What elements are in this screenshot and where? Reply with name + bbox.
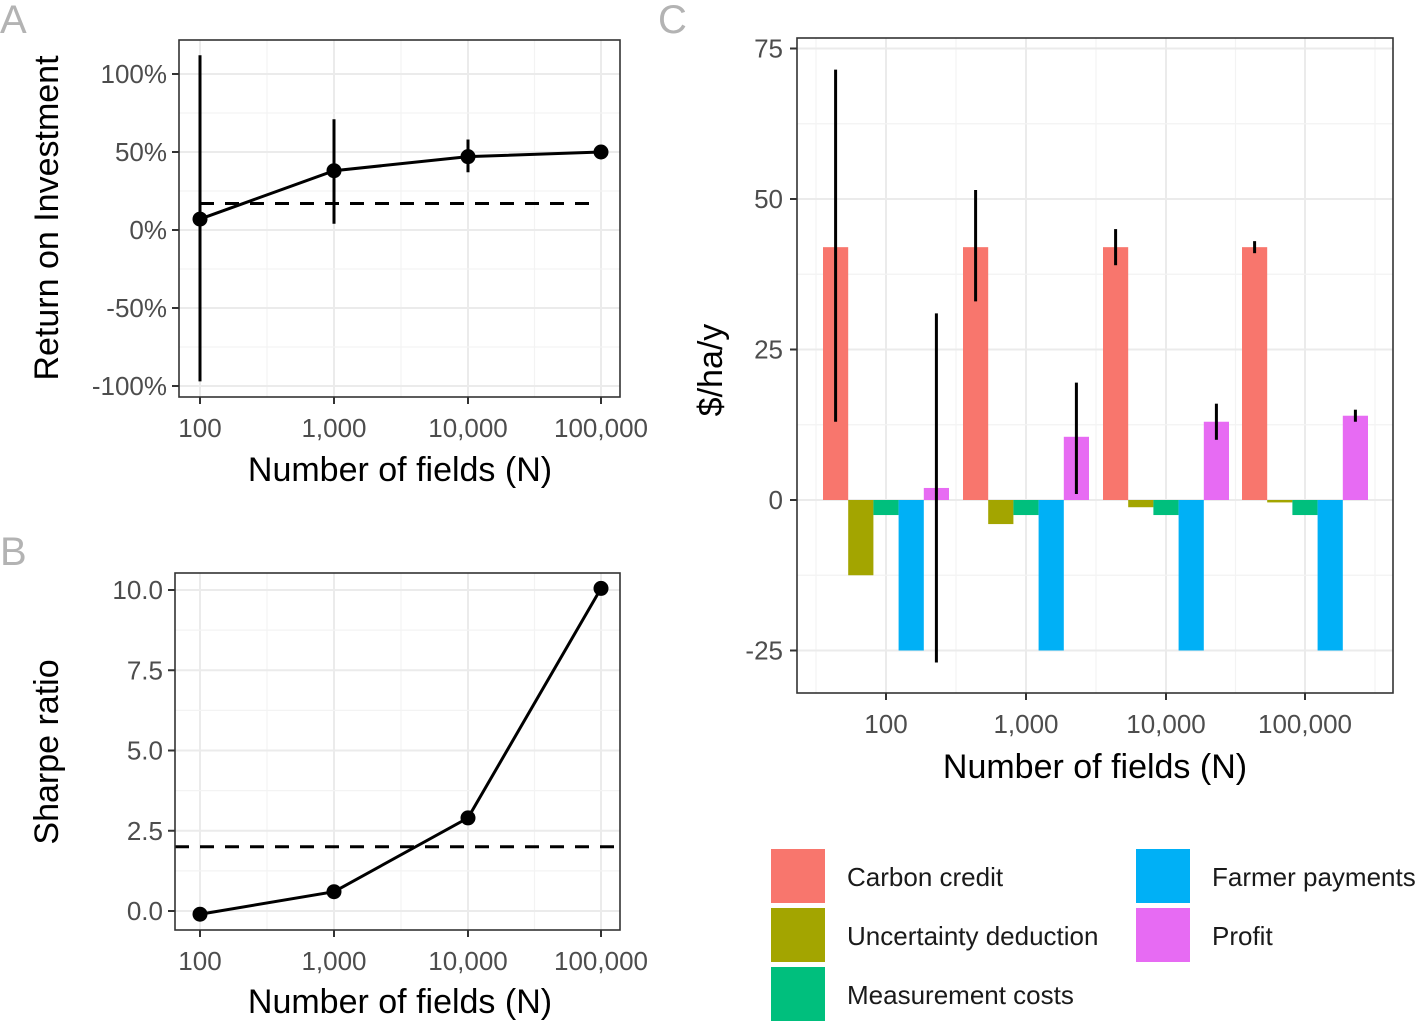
panel-a-marks xyxy=(192,55,609,382)
legend-label: Carbon credit xyxy=(847,862,1004,892)
panel-b-marks xyxy=(175,580,620,922)
bar-farmer-payments xyxy=(1317,500,1343,651)
y-tick-label: 0% xyxy=(129,215,167,245)
data-point xyxy=(326,163,342,179)
x-tick-label: 10,000 xyxy=(428,413,508,443)
y-tick-label: 75 xyxy=(754,34,783,64)
legend-item: Measurement costs xyxy=(771,967,1074,1021)
panel-b: B 100 1,000 10,000 100,00010.07.55.02.50.0 … xyxy=(0,530,648,1021)
y-tick-label: 10.0 xyxy=(112,575,163,605)
panel-c-marks xyxy=(823,69,1368,663)
legend-swatch xyxy=(771,908,825,962)
panel-c-x-title: Number of fields (N) xyxy=(943,748,1247,786)
series-line xyxy=(199,587,603,916)
x-tick-label: 1,000 xyxy=(993,709,1058,739)
panel-a-axes: 100 1,000 10,000 100,000 100% 50% 0% -50% -100% xyxy=(92,59,648,443)
bar-measurement-costs xyxy=(1292,500,1318,516)
panel-c-frame xyxy=(796,37,1394,694)
panel-c: C 100 1,000 10,000 100,000 75 50 25 0 -25 Number… xyxy=(658,0,1416,1021)
bar-measurement-costs xyxy=(1153,500,1179,516)
panel-c-letter: C xyxy=(658,0,687,42)
x-tick-label: 100,000 xyxy=(554,413,648,443)
legend-item: Uncertainty deduction xyxy=(771,908,1098,962)
bar-measurement-costs xyxy=(1013,500,1039,516)
legend-item: Profit xyxy=(1136,908,1273,962)
legend-item: Farmer payments xyxy=(1136,849,1416,903)
panel-a-grid xyxy=(179,40,620,397)
x-tick-label: 100,000 xyxy=(554,946,648,976)
panel-c-y-title: $/ha/y xyxy=(692,324,730,417)
y-tick-label: 2.5 xyxy=(127,816,163,846)
y-tick-label: 0.0 xyxy=(127,896,163,926)
series-line xyxy=(199,150,602,221)
data-point xyxy=(460,149,476,165)
bar-farmer-payments xyxy=(898,500,924,651)
y-tick-label: -50% xyxy=(106,293,167,323)
legend: Carbon credit Uncertainty deduction Measur… xyxy=(771,849,1416,1021)
x-tick-label: 10,000 xyxy=(428,946,508,976)
data-point xyxy=(192,211,208,227)
panel-a: A 100 1,000 10,000 100,000 100% 50% 0% -50% -100… xyxy=(0,0,648,489)
panel-c-axes: 100 1,000 10,000 100,000 75 50 25 0 -25 xyxy=(745,34,1352,740)
y-tick-label: 7.5 xyxy=(127,655,163,685)
data-point xyxy=(326,884,342,900)
y-tick-label: 25 xyxy=(754,335,783,365)
x-tick-label: 100 xyxy=(178,946,221,976)
panel-b-y-title: Sharpe ratio xyxy=(28,659,66,844)
x-tick-label: 100 xyxy=(864,709,907,739)
panel-b-grid xyxy=(175,573,620,930)
data-point xyxy=(192,906,208,922)
panel-a-y-title: Return on Investment xyxy=(28,55,66,381)
panel-b-x-title: Number of fields (N) xyxy=(248,983,552,1021)
x-tick-label: 1,000 xyxy=(301,413,366,443)
legend-item: Carbon credit xyxy=(771,849,1004,903)
bar-profit xyxy=(1342,415,1368,500)
y-tick-label: 100% xyxy=(101,59,168,89)
data-point xyxy=(593,144,609,160)
bar-carbon-credit xyxy=(1103,247,1129,500)
legend-swatch xyxy=(771,849,825,903)
y-tick-label: 50 xyxy=(754,184,783,214)
y-tick-label: 50% xyxy=(115,137,167,167)
legend-label: Uncertainty deduction xyxy=(847,921,1098,951)
y-tick-label: -100% xyxy=(92,371,167,401)
x-tick-label: 10,000 xyxy=(1126,709,1206,739)
bar-farmer-payments xyxy=(1038,500,1064,651)
bar-uncertainty-deduction xyxy=(1267,500,1293,503)
panel-a-x-title: Number of fields (N) xyxy=(248,451,552,489)
legend-label: Farmer payments xyxy=(1212,862,1416,892)
legend-swatch xyxy=(771,967,825,1021)
panel-b-letter: B xyxy=(0,530,27,574)
legend-label: Measurement costs xyxy=(847,980,1074,1010)
y-tick-label: 5.0 xyxy=(127,736,163,766)
data-point xyxy=(460,810,476,826)
panel-a-letter: A xyxy=(0,0,27,42)
bar-uncertainty-deduction xyxy=(988,500,1014,525)
bar-carbon-credit xyxy=(1242,247,1268,500)
panel-b-axes: 100 1,000 10,000 100,000 10.0 7.5 5.0 2.5 0.0 xyxy=(112,575,648,976)
y-tick-label: -25 xyxy=(745,636,783,666)
data-point xyxy=(593,580,609,596)
legend-swatch xyxy=(1136,849,1190,903)
x-tick-label: 100,000 xyxy=(1258,709,1352,739)
legend-swatch xyxy=(1136,908,1190,962)
panel-a-frame xyxy=(178,39,621,398)
legend-label: Profit xyxy=(1212,921,1273,951)
y-tick-label: 0 xyxy=(769,485,783,515)
x-tick-label: 1,000 xyxy=(301,946,366,976)
bar-farmer-payments xyxy=(1178,500,1204,651)
panel-c-grid xyxy=(797,38,1393,693)
bar-measurement-costs xyxy=(873,500,899,516)
bar-uncertainty-deduction xyxy=(848,500,874,576)
bar-uncertainty-deduction xyxy=(1128,500,1154,508)
x-tick-label: 100 xyxy=(178,413,221,443)
